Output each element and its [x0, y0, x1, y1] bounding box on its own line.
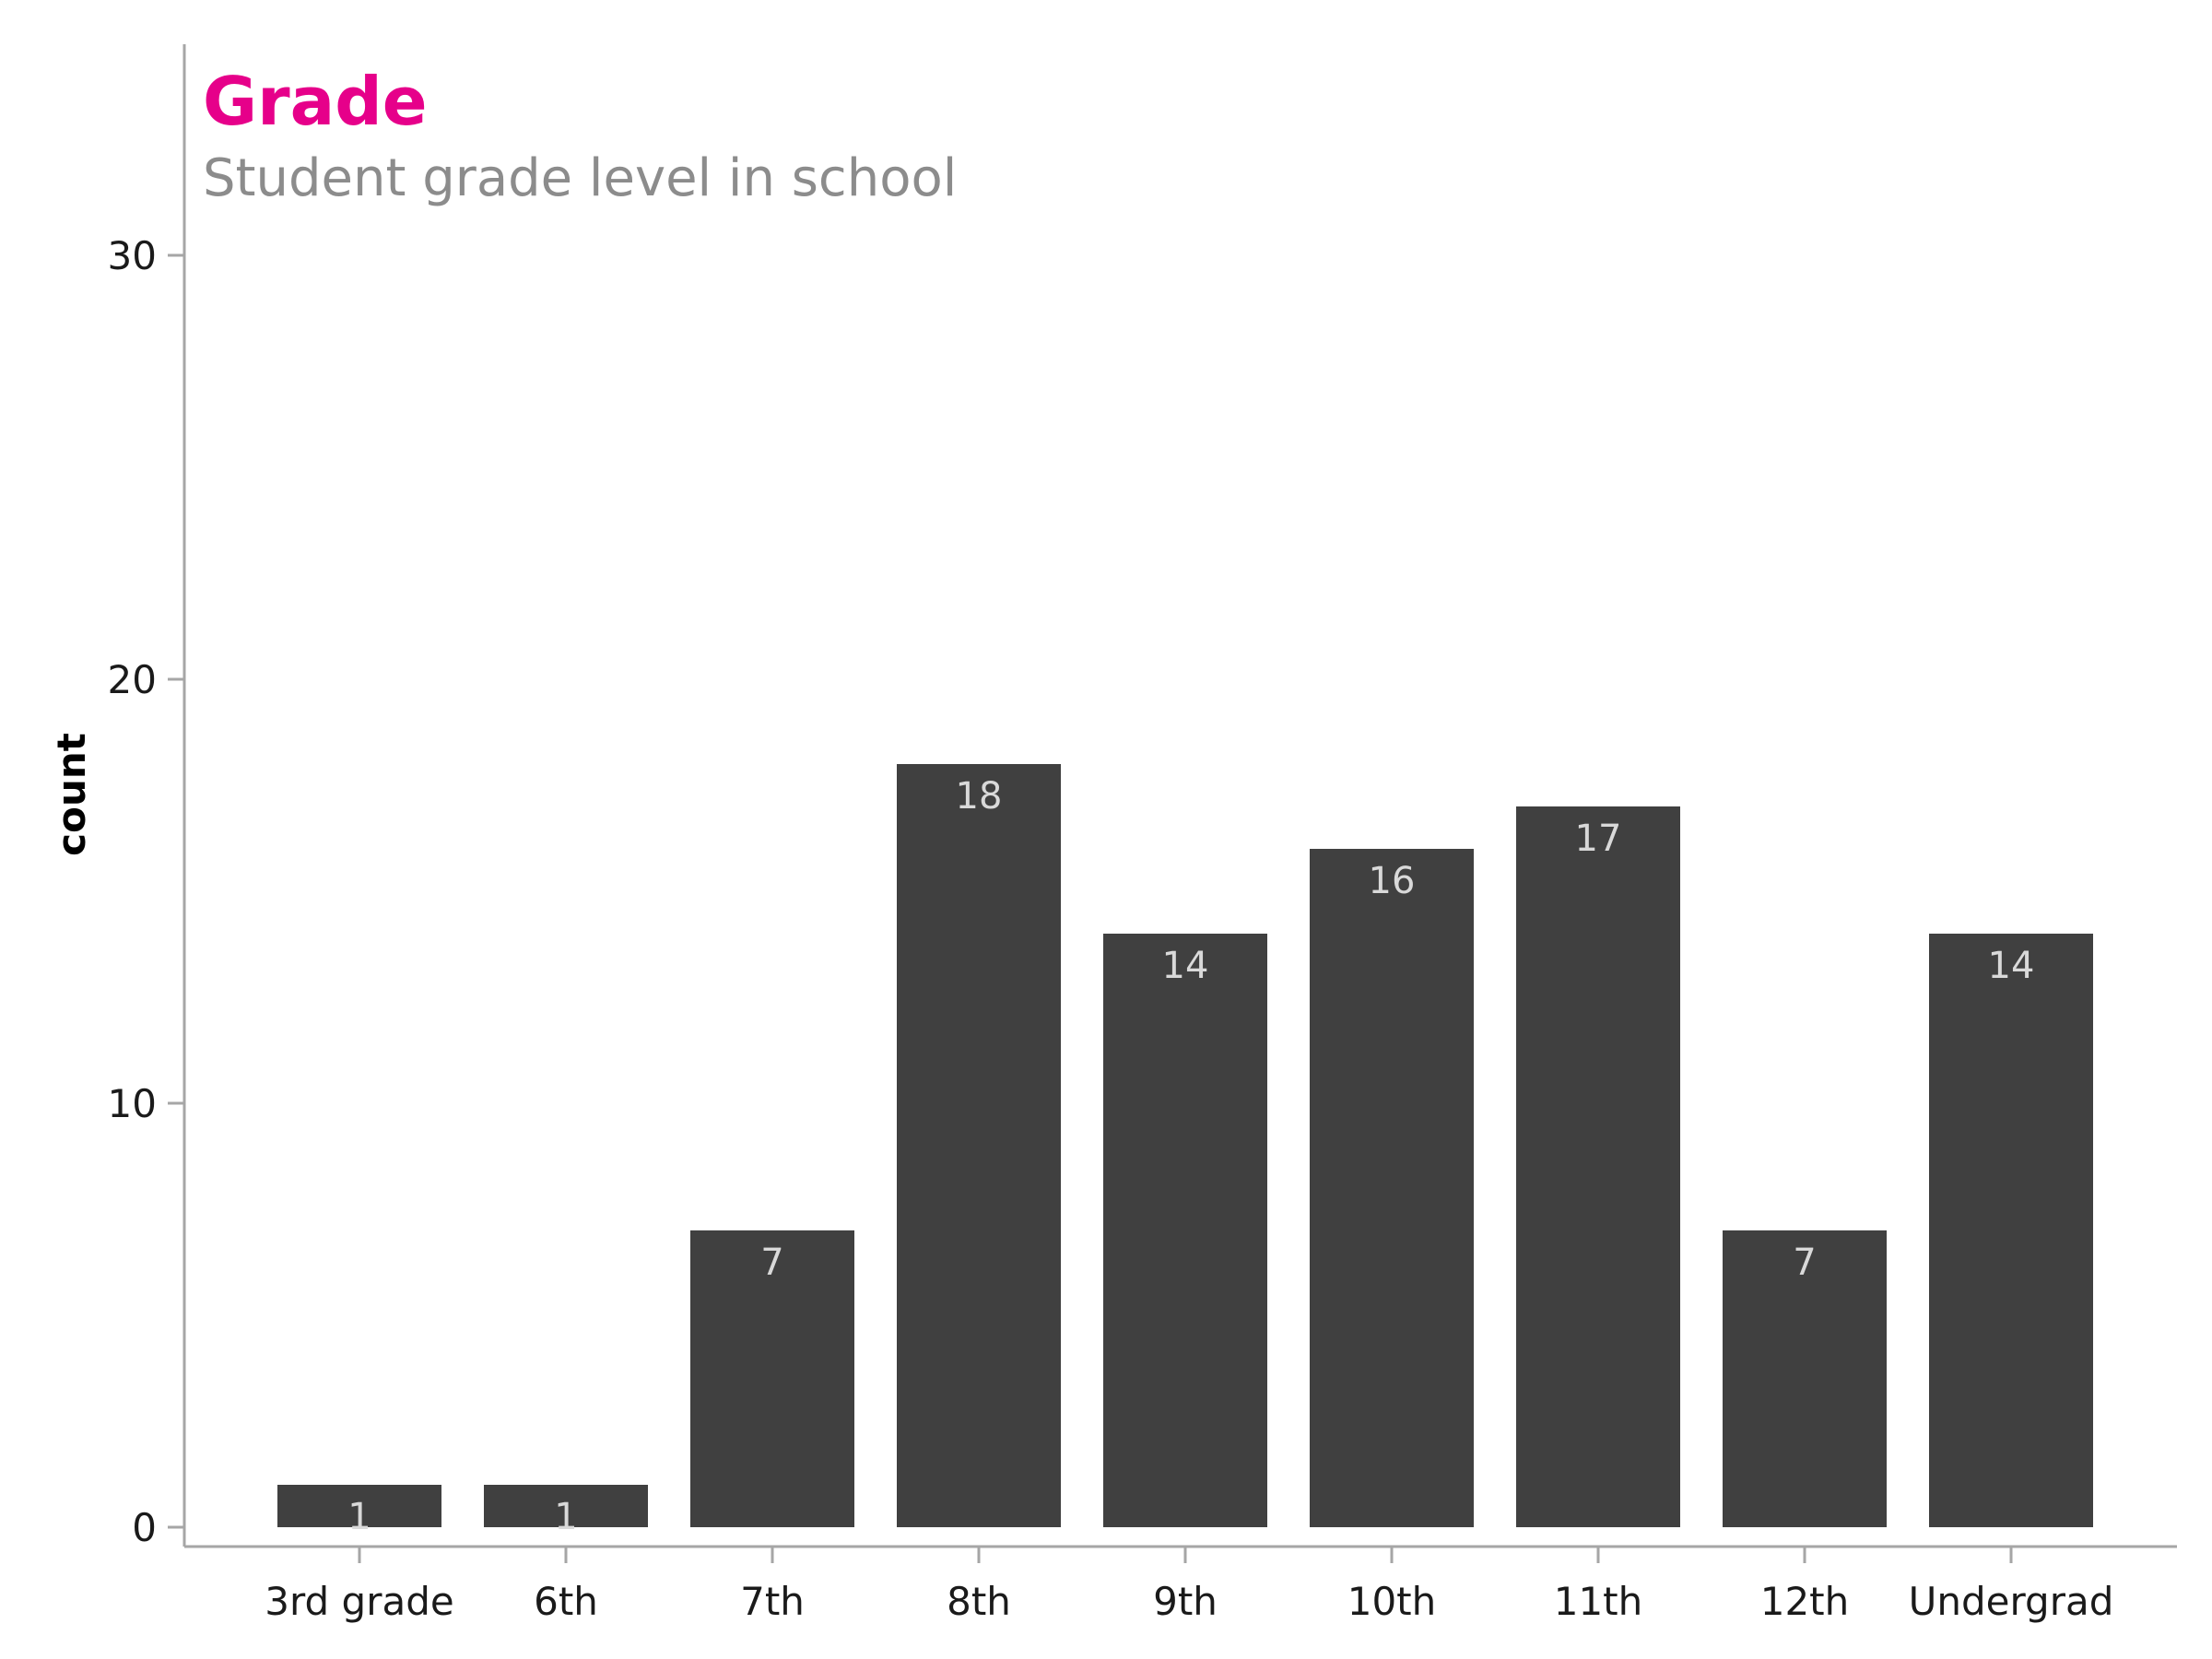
bar [277, 1485, 441, 1527]
data-label: 16 [1369, 860, 1416, 902]
data-label: 18 [956, 775, 1003, 818]
data-label: 7 [1793, 1241, 1816, 1284]
y-axis-title: count [49, 733, 94, 856]
chart-title: Grade [203, 63, 428, 140]
data-label: 7 [760, 1241, 783, 1284]
bar [1103, 934, 1267, 1527]
bar [690, 1230, 854, 1527]
x-tick-label: 12th [1760, 1579, 1850, 1624]
y-tick-label: 20 [108, 657, 157, 702]
bar [1310, 849, 1474, 1527]
bar [1929, 934, 2093, 1527]
x-tick-label: 9th [1153, 1579, 1218, 1624]
data-label: 1 [347, 1496, 371, 1538]
x-tick-label: 7th [740, 1579, 805, 1624]
x-tick-label: 11th [1554, 1579, 1643, 1624]
bars [277, 764, 2093, 1527]
x-tick-label: 3rd grade [265, 1579, 453, 1624]
data-label: 1 [554, 1496, 577, 1538]
y-tick-label: 10 [108, 1081, 157, 1126]
x-axis: 3rd grade 6th 7th 8th 9th 10th 11th 12th Undergr… [265, 1547, 2113, 1624]
y-tick-label: 30 [108, 233, 157, 278]
bar [484, 1485, 648, 1527]
y-tick-label: 0 [132, 1505, 157, 1550]
bar [1723, 1230, 1887, 1527]
x-tick-label: Undergrad [1909, 1579, 2114, 1624]
y-axis: 0 10 20 30 [108, 233, 184, 1550]
data-label: 17 [1575, 818, 1622, 860]
bar [897, 764, 1061, 1527]
x-tick-label: 10th [1347, 1579, 1437, 1624]
x-tick-label: 6th [534, 1579, 598, 1624]
chart-subtitle: Student grade level in school [203, 148, 957, 208]
bar [1516, 806, 1680, 1527]
data-label: 14 [1988, 945, 2035, 987]
x-tick-label: 8th [947, 1579, 1011, 1624]
data-label: 14 [1162, 945, 1209, 987]
